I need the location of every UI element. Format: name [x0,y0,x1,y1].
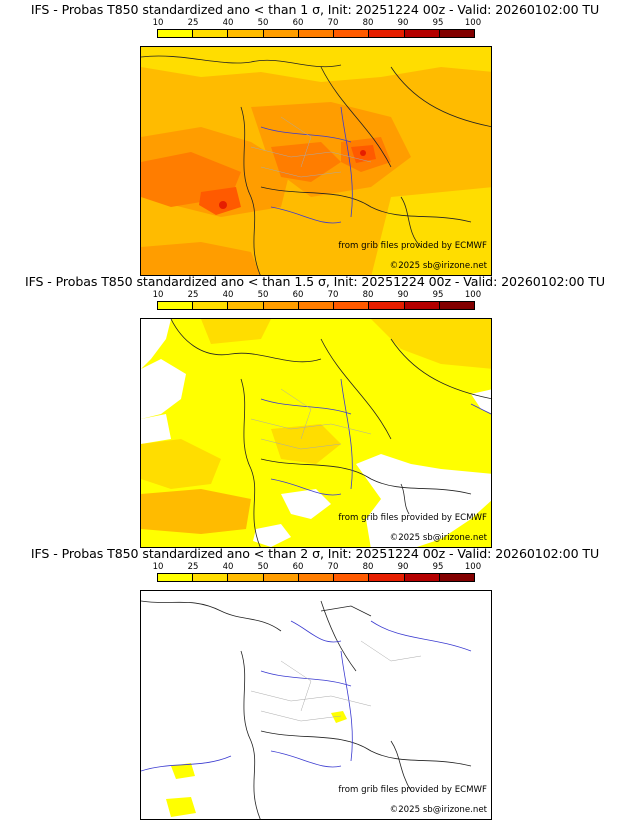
tick-label: 50 [257,562,269,572]
tick-label: 10 [152,290,164,300]
probability-map: from grib files provided by ECMWF ©2025 … [140,46,492,276]
tick-label: 80 [362,562,374,572]
colorbar-swatch [298,302,335,309]
colorbar-swatch [158,30,194,37]
colorbar-swatch [404,30,440,37]
data-source-credit: from grib files provided by ECMWF [338,513,487,523]
colorbar-swatch [439,574,474,581]
colorbar-swatch [404,302,440,309]
colorbar [157,301,475,310]
panel-title: IFS - Probas T850 standardized ano < tha… [24,274,606,289]
tick-label: 60 [292,290,304,300]
colorbar-swatch [439,302,474,309]
colorbar-swatch [404,574,440,581]
tick-label: 40 [222,18,234,28]
tick-label: 60 [292,562,304,572]
tick-label: 60 [292,18,304,28]
tick-label: 90 [397,18,409,28]
map-graphic [141,47,491,275]
map-graphic [141,591,491,819]
data-source-credit: from grib files provided by ECMWF [338,241,487,251]
colorbar-swatch [298,30,335,37]
colorbar-swatch [263,574,299,581]
colorbar-ticks: 10 25 40 50 60 70 80 90 95 100 [152,562,482,572]
colorbar [157,573,475,582]
colorbar-swatch [263,30,299,37]
map-graphic [141,319,491,547]
tick-label: 80 [362,18,374,28]
tick-label: 40 [222,562,234,572]
colorbar-swatch [193,302,229,309]
colorbar-swatch [439,30,474,37]
colorbar-swatch [193,30,229,37]
copyright-credit: ©2025 sb@irizone.net [389,805,487,815]
map-panel-1: IFS - Probas T850 standardized ano < tha… [0,0,630,276]
copyright-credit: ©2025 sb@irizone.net [389,261,487,271]
tick-label: 10 [152,562,164,572]
tick-label: 40 [222,290,234,300]
colorbar-swatch [334,30,370,37]
colorbar-swatch [369,574,405,581]
tick-label: 90 [397,290,409,300]
tick-label: 70 [327,18,339,28]
tick-label: 100 [464,290,482,300]
colorbar-swatch [228,302,264,309]
probability-map: from grib files provided by ECMWF ©2025 … [140,318,492,548]
colorbar-ticks: 10 25 40 50 60 70 80 90 95 100 [152,18,482,28]
tick-label: 70 [327,290,339,300]
tick-label: 70 [327,562,339,572]
colorbar-swatch [369,302,405,309]
panel-title: IFS - Probas T850 standardized ano < tha… [30,546,600,561]
tick-label: 100 [464,18,482,28]
colorbar-swatch [158,574,194,581]
colorbar-swatch [334,302,370,309]
colorbar-swatch [193,574,229,581]
colorbar-swatch [158,302,194,309]
tick-label: 25 [187,18,199,28]
colorbar-swatch [228,30,264,37]
copyright-credit: ©2025 sb@irizone.net [389,533,487,543]
colorbar-swatch [369,30,405,37]
panel-title: IFS - Probas T850 standardized ano < tha… [30,2,600,17]
map-panel-3: IFS - Probas T850 standardized ano < tha… [0,544,630,820]
colorbar-swatch [298,574,335,581]
colorbar-swatch [263,302,299,309]
data-source-credit: from grib files provided by ECMWF [338,785,487,795]
tick-label: 100 [464,562,482,572]
colorbar [157,29,475,38]
colorbar-swatch [228,574,264,581]
tick-label: 95 [432,562,444,572]
probability-map: from grib files provided by ECMWF ©2025 … [140,590,492,820]
tick-label: 25 [187,562,199,572]
tick-label: 80 [362,290,374,300]
colorbar-ticks: 10 25 40 50 60 70 80 90 95 100 [152,290,482,300]
tick-label: 50 [257,18,269,28]
tick-label: 95 [432,290,444,300]
tick-label: 50 [257,290,269,300]
tick-label: 25 [187,290,199,300]
tick-label: 10 [152,18,164,28]
colorbar-swatch [334,574,370,581]
tick-label: 90 [397,562,409,572]
map-panel-2: IFS - Probas T850 standardized ano < tha… [0,272,630,548]
tick-label: 95 [432,18,444,28]
